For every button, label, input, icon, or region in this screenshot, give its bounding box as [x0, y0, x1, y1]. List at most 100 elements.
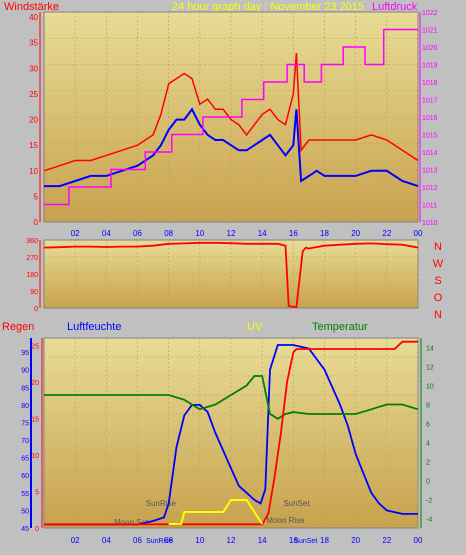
clim-xtick-12: 12	[227, 536, 236, 545]
rain-ytick-20: 20	[31, 380, 39, 387]
humidity-ytick-50: 50	[21, 508, 29, 515]
temp-ytick-0: 0	[426, 479, 430, 486]
temperatur-label: Temperatur	[312, 321, 368, 333]
annotation-moon-set: Moon Set	[114, 518, 149, 527]
humidity-ytick-45: 45	[21, 526, 29, 533]
humidity-ytick-80: 80	[21, 403, 29, 410]
humidity-ytick-95: 95	[21, 350, 29, 357]
series-gust-line	[43, 52, 419, 172]
rain-ytick-10: 10	[31, 453, 39, 460]
clim-xtick-16: 16	[289, 536, 298, 545]
wind-ytick-0: 0	[34, 218, 39, 227]
clim-xtick-14: 14	[258, 536, 267, 545]
compass-label-0: N	[434, 241, 442, 253]
luftfeuchte-label: Luftfeuchte	[67, 321, 122, 333]
humidity-ytick-75: 75	[21, 420, 29, 427]
series-pressure-line	[44, 28, 418, 206]
annotation-sunrise: SunRise	[146, 499, 177, 508]
wind-ytick-30: 30	[29, 64, 38, 73]
annotation-sunset: SunSet	[283, 499, 310, 508]
compass-label-4: N	[434, 309, 442, 321]
wind-xtick-14: 14	[258, 229, 267, 238]
temp-ytick-14: 14	[426, 346, 434, 353]
temp-ytick--2: -2	[426, 498, 432, 505]
humidity-ytick-90: 90	[21, 368, 29, 375]
wind-xtick-12: 12	[227, 229, 236, 238]
annotation-moon-rise: Moon Rise	[266, 516, 305, 525]
clim-xtick-22: 22	[382, 536, 391, 545]
pressure-ytick-1014: 1014	[422, 150, 438, 157]
wind-ytick-5: 5	[34, 192, 39, 201]
pressure-ytick-1018: 1018	[422, 80, 438, 87]
temp-ytick-4: 4	[426, 441, 430, 448]
series-direction-line	[43, 241, 419, 309]
pressure-ytick-1016: 1016	[422, 115, 438, 122]
rain-ytick-15: 15	[31, 416, 39, 423]
rain-ytick-0: 0	[35, 526, 39, 533]
pressure-ytick-1021: 1021	[422, 28, 438, 35]
wind-ytick-10: 10	[29, 167, 38, 176]
pressure-ytick-1013: 1013	[422, 168, 438, 175]
pressure-ytick-1020: 1020	[422, 45, 438, 52]
humidity-ytick-60: 60	[21, 473, 29, 480]
x-annotation-sunset: SunSet	[294, 538, 317, 545]
dir-ytick-90: 90	[30, 289, 38, 296]
wind-xtick-02: 02	[71, 229, 80, 238]
series-uv-line	[168, 499, 264, 525]
clim-xtick-00: 00	[414, 536, 423, 545]
temp-ytick--4: -4	[426, 517, 432, 524]
series-rain-line	[44, 340, 418, 526]
pressure-ytick-1017: 1017	[422, 98, 438, 105]
wind-ytick-40: 40	[29, 13, 38, 22]
series-avg-line	[44, 107, 419, 188]
temp-ytick-2: 2	[426, 460, 430, 467]
temp-ytick-8: 8	[426, 403, 430, 410]
graph-title: 24 hour graph day : November 23 2015	[172, 1, 365, 13]
clim-xtick-18: 18	[320, 536, 329, 545]
clim-xtick-04: 04	[102, 536, 111, 545]
compass-label-1: W	[433, 258, 444, 270]
temp-ytick-10: 10	[426, 384, 434, 391]
wind-xtick-00: 00	[414, 229, 423, 238]
clim-xtick-08: 08	[164, 536, 173, 545]
climate-chart-plot-area	[43, 337, 419, 529]
wind-ytick-35: 35	[29, 39, 38, 48]
wind-xtick-18: 18	[320, 229, 329, 238]
regen-label: Regen	[2, 321, 35, 333]
luftdruck-label: Luftdruck	[372, 1, 418, 13]
rain-ytick-25: 25	[31, 343, 39, 350]
rain-ytick-5: 5	[35, 489, 39, 496]
wind-xtick-10: 10	[195, 229, 204, 238]
pressure-ytick-1012: 1012	[422, 185, 438, 192]
temp-ytick-6: 6	[426, 422, 430, 429]
wind-xtick-04: 04	[102, 229, 111, 238]
pressure-ytick-1019: 1019	[422, 63, 438, 70]
humidity-ytick-70: 70	[21, 438, 29, 445]
humidity-ytick-85: 85	[21, 385, 29, 392]
x-annotation-sunrise: SunRise	[146, 538, 173, 545]
wind-xtick-08: 08	[164, 229, 173, 238]
series-humidity-line	[44, 344, 418, 526]
wind-xtick-16: 16	[289, 229, 298, 238]
wind-xtick-06: 06	[133, 229, 142, 238]
pressure-ytick-1015: 1015	[422, 133, 438, 140]
clim-xtick-10: 10	[195, 536, 204, 545]
series-temperature-line	[44, 375, 419, 420]
wind-ytick-15: 15	[29, 141, 38, 150]
dir-ytick-360: 360	[26, 238, 38, 245]
clim-xtick-06: 06	[133, 536, 142, 545]
wind-ytick-25: 25	[29, 90, 38, 99]
wind-ytick-20: 20	[29, 116, 38, 125]
temp-ytick-12: 12	[426, 365, 434, 372]
humidity-ytick-55: 55	[21, 491, 29, 498]
wind-xtick-22: 22	[382, 229, 391, 238]
dir-ytick-180: 180	[26, 272, 38, 279]
dir-ytick-0: 0	[34, 306, 38, 313]
pressure-ytick-1022: 1022	[422, 10, 438, 17]
uv-label: UV	[247, 321, 263, 333]
compass-label-3: O	[434, 292, 443, 304]
pressure-ytick-1010: 1010	[422, 220, 438, 227]
dir-ytick-270: 270	[26, 255, 38, 262]
